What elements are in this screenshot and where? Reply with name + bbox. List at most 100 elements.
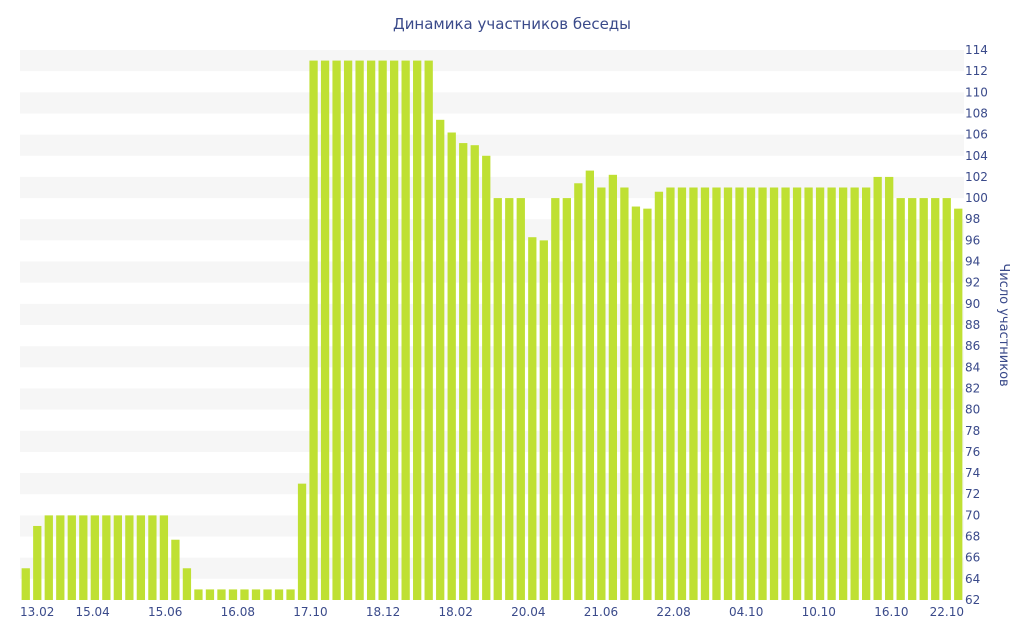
x-tick-label: 21.06 <box>584 605 618 619</box>
bar <box>390 60 399 600</box>
bar <box>723 187 733 600</box>
y-tick-label: 84 <box>965 360 980 374</box>
x-tick-label: 15.04 <box>75 605 109 619</box>
bar <box>366 60 376 600</box>
bar <box>459 143 468 600</box>
bar <box>482 155 491 600</box>
y-axis-label: Число участников <box>996 263 1011 386</box>
x-axis-ticks: 13.02 15.04 15.06 16.08 17.10 18.12 18.02 20.04… <box>20 605 964 619</box>
bar <box>171 539 180 600</box>
x-tick-label: 15.06 <box>148 605 182 619</box>
bar <box>320 60 330 600</box>
bar <box>700 187 710 600</box>
bar <box>862 187 871 600</box>
bar <box>159 515 169 600</box>
bar <box>309 60 318 600</box>
bar <box>827 187 836 600</box>
bar <box>735 187 744 600</box>
bar <box>436 119 445 600</box>
grid-band <box>20 50 964 72</box>
y-tick-label: 102 <box>965 170 988 184</box>
x-tick-label: 18.12 <box>366 605 400 619</box>
bar <box>677 187 687 600</box>
bar <box>194 589 203 600</box>
bar <box>470 145 479 600</box>
bar <box>562 198 571 600</box>
x-tick-label: 16.08 <box>221 605 255 619</box>
bar <box>493 198 502 600</box>
bar <box>758 187 767 600</box>
bar <box>620 187 629 600</box>
bar <box>919 198 928 600</box>
grid-band <box>20 92 964 114</box>
chart-title: Динамика участников беседы <box>393 15 631 33</box>
y-tick-label: 98 <box>965 212 980 226</box>
y-tick-label: 100 <box>965 191 988 205</box>
bar <box>838 187 848 600</box>
bar <box>424 60 433 600</box>
bar <box>125 515 134 600</box>
x-tick-label: 10.10 <box>802 605 836 619</box>
bar <box>505 198 514 600</box>
bar <box>769 187 779 600</box>
bar <box>67 515 76 600</box>
x-tick-label: 17.10 <box>293 605 327 619</box>
y-tick-label: 96 <box>965 233 980 247</box>
grid-band <box>20 134 964 156</box>
bar <box>274 589 284 600</box>
y-tick-label: 66 <box>965 551 980 565</box>
x-tick-label: 20.04 <box>511 605 545 619</box>
bar <box>413 60 422 600</box>
bar <box>113 515 122 600</box>
bar <box>931 198 940 600</box>
y-tick-label: 90 <box>965 297 980 311</box>
bar <box>205 589 215 600</box>
bar <box>251 589 261 600</box>
bar <box>182 568 192 600</box>
y-tick-label: 110 <box>965 85 988 99</box>
y-axis-ticks: 62 64 66 68 70 72 74 76 78 80 82 84 86 88 90 92 94 96 98 10… <box>965 43 988 607</box>
bar <box>263 589 272 600</box>
bar <box>781 187 790 600</box>
y-tick-label: 112 <box>965 64 988 78</box>
bar <box>148 515 157 600</box>
bar <box>90 515 99 600</box>
y-tick-label: 72 <box>965 487 980 501</box>
bar <box>574 183 583 600</box>
bar <box>908 198 917 600</box>
bar <box>896 198 905 600</box>
bar <box>297 483 307 600</box>
x-tick-label: 18.02 <box>439 605 473 619</box>
bar <box>539 240 548 600</box>
bar <box>228 589 238 600</box>
bars <box>21 60 963 601</box>
bar <box>597 187 606 600</box>
y-tick-label: 82 <box>965 381 980 395</box>
y-tick-label: 62 <box>965 593 980 607</box>
bar <box>136 515 146 600</box>
y-tick-label: 64 <box>965 572 980 586</box>
bar <box>401 60 410 600</box>
y-tick-label: 68 <box>965 530 980 544</box>
bar <box>44 515 53 600</box>
bar <box>873 176 882 601</box>
bar <box>343 60 353 600</box>
bar <box>332 60 341 600</box>
y-tick-label: 74 <box>965 466 980 480</box>
bar <box>378 60 387 600</box>
bar <box>792 187 802 600</box>
y-tick-label: 78 <box>965 424 980 438</box>
bar <box>102 515 111 600</box>
y-tick-label: 92 <box>965 276 980 290</box>
y-tick-label: 104 <box>965 149 988 163</box>
bar <box>286 589 295 600</box>
bar <box>850 187 859 600</box>
bar <box>447 132 456 600</box>
bar <box>954 208 963 600</box>
y-tick-label: 94 <box>965 255 980 269</box>
bar <box>631 206 641 601</box>
bar <box>804 187 813 600</box>
y-tick-label: 114 <box>965 43 988 57</box>
bar <box>643 208 652 600</box>
bar <box>516 198 525 600</box>
